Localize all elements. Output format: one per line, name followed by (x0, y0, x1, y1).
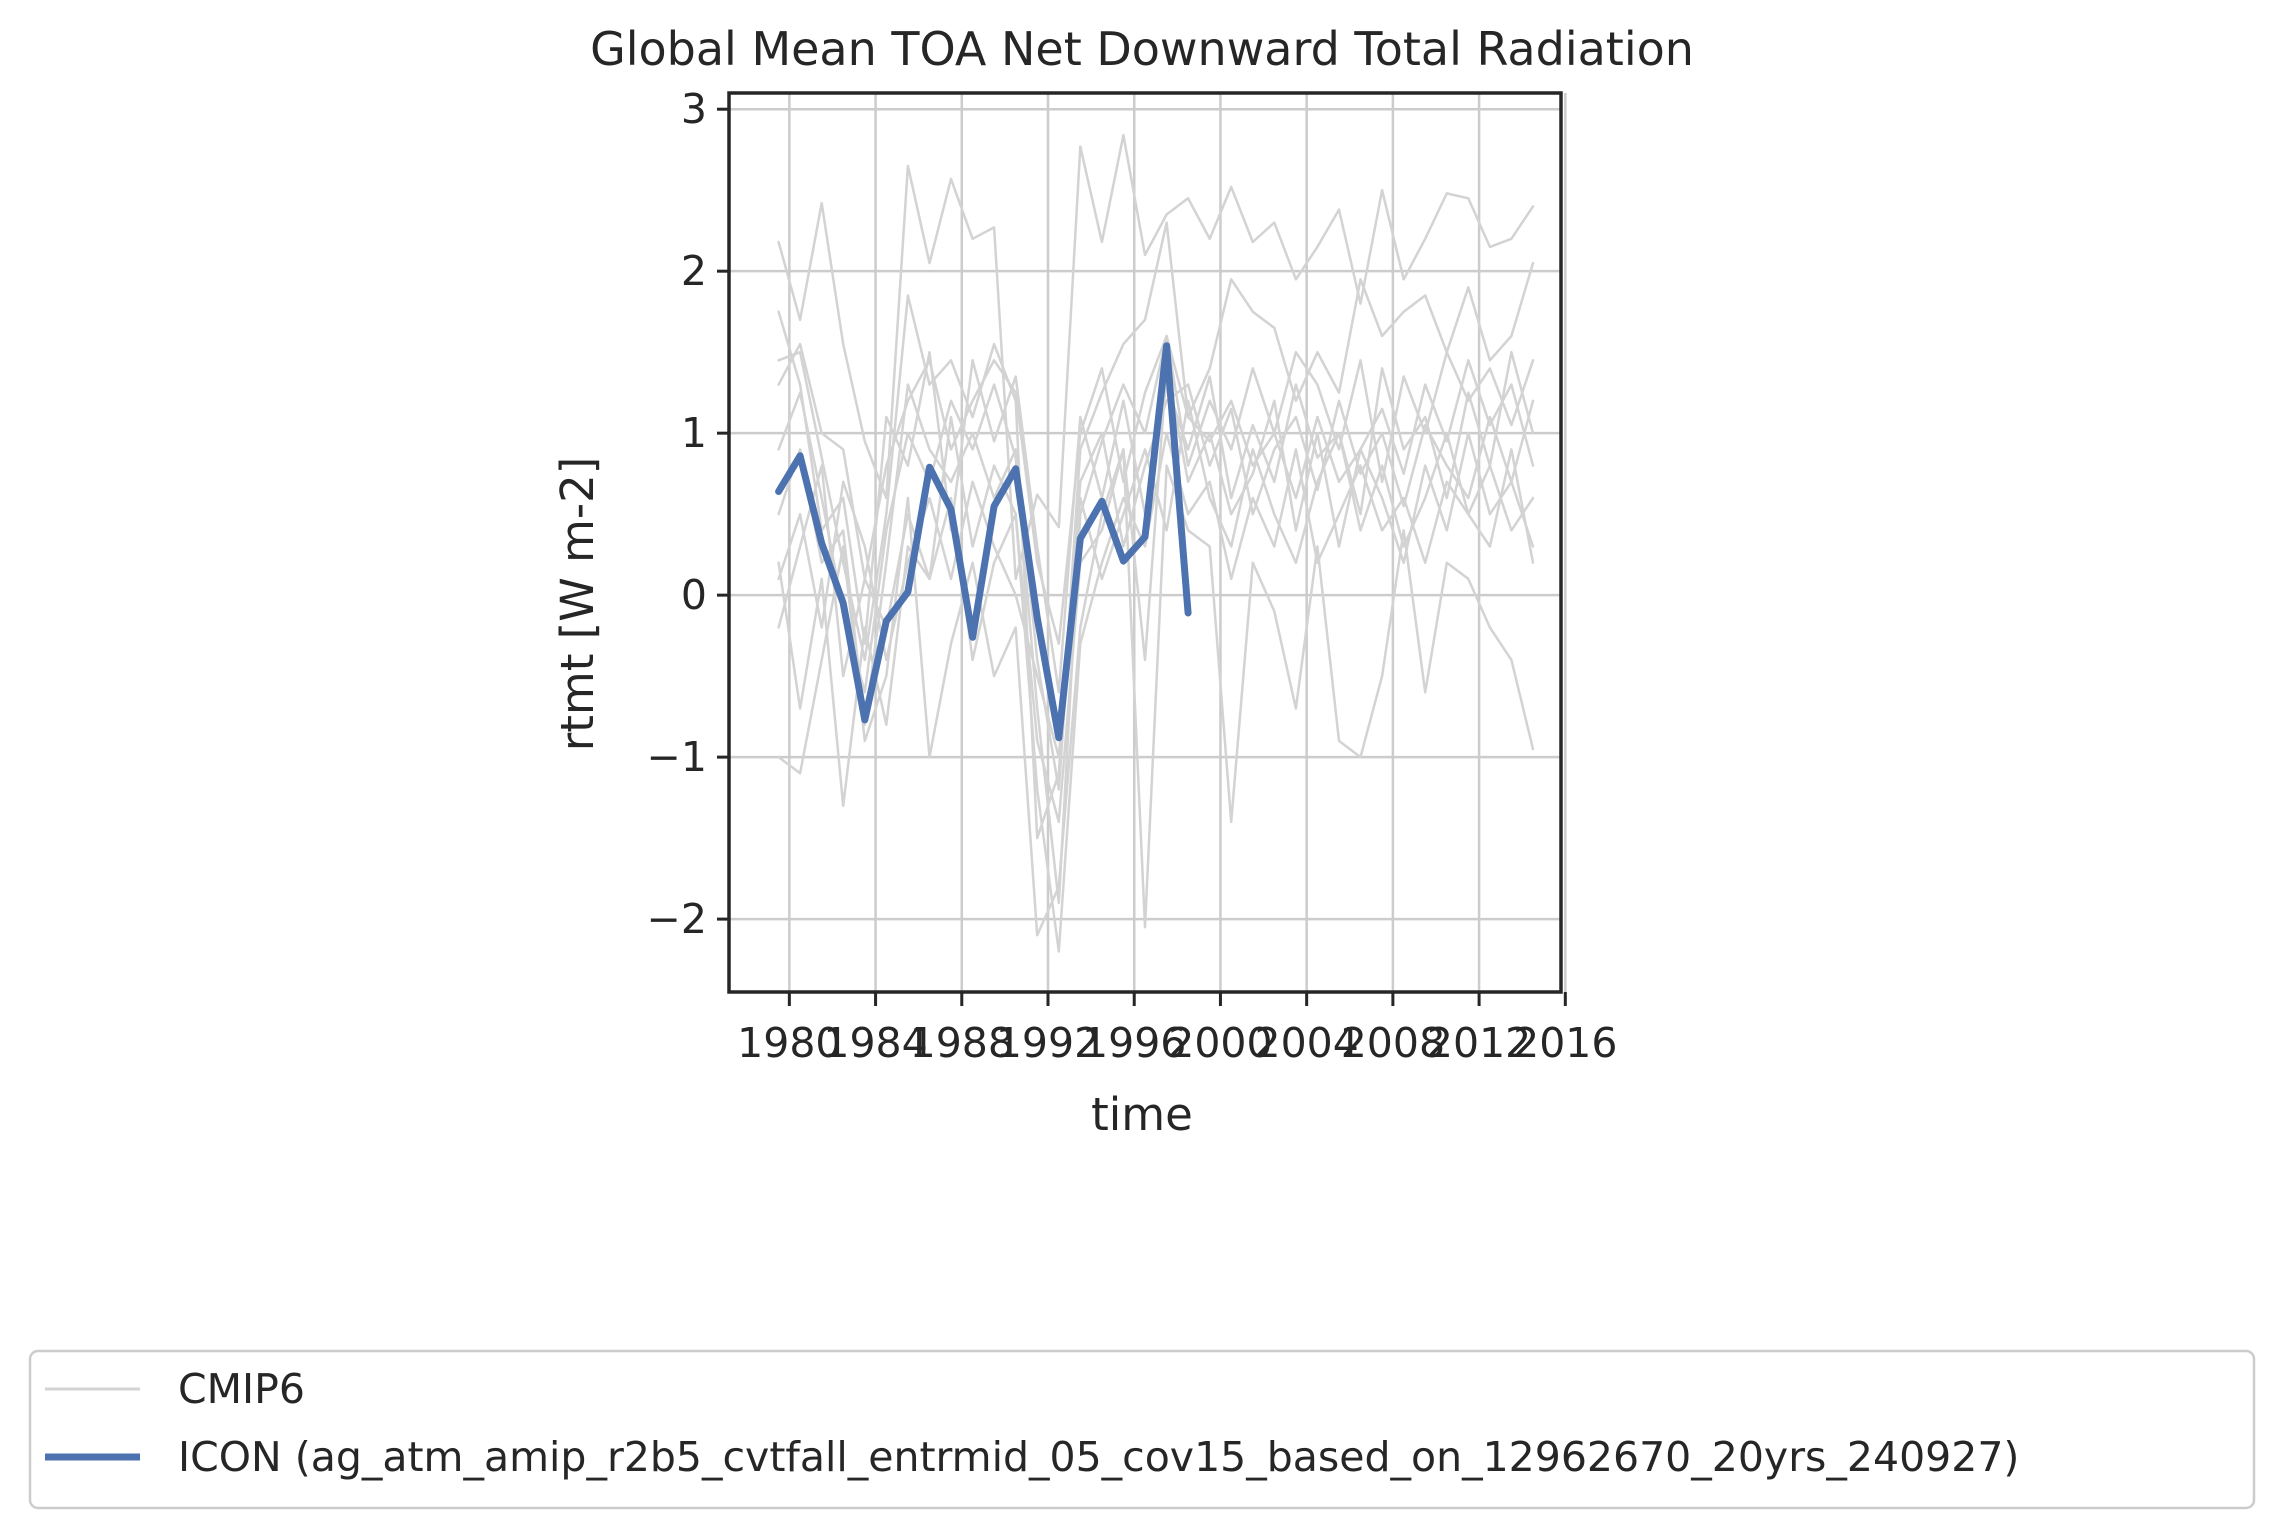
x-tick-label: 1988 (910, 1019, 1014, 1067)
y-axis: −2 −1 0 1 2 3 (647, 85, 729, 943)
y-tick-label: −1 (647, 733, 707, 781)
legend-label-cmip6: CMIP6 (178, 1365, 305, 1413)
x-axis-label: time (1091, 1088, 1193, 1141)
x-tick-label: 2012 (1427, 1019, 1531, 1067)
series-line-cmip6 (777, 133, 1535, 581)
grid-lines (729, 93, 1567, 992)
chart-title: Global Mean TOA Net Downward Total Radia… (590, 22, 1694, 76)
x-tick-label: 1996 (1082, 1019, 1186, 1067)
y-axis-label: rtmt [W m-2] (551, 457, 604, 752)
y-tick-label: 3 (681, 85, 707, 133)
x-tick-label: 2004 (1254, 1019, 1358, 1067)
x-tick-label: 1980 (737, 1019, 841, 1067)
series-line-icon (775, 342, 1192, 742)
x-tick-label: 1992 (996, 1019, 1100, 1067)
x-tick-label: 2016 (1513, 1019, 1617, 1067)
series-line-cmip6 (777, 367, 1535, 824)
plot-area: 1980198419881992199620002004200820122016… (647, 85, 1618, 1067)
series-line-cmip6 (777, 221, 1535, 840)
x-tick-label: 2000 (1168, 1019, 1272, 1067)
y-tick-label: 2 (681, 247, 707, 295)
x-tick-label: 1984 (823, 1019, 927, 1067)
legend-box (28, 1349, 2256, 1510)
y-tick-label: −2 (647, 895, 707, 943)
series-layer (775, 133, 1535, 953)
y-tick-label: 1 (681, 409, 707, 457)
legend: CMIP6 ICON (ag_atm_amip_r2b5_cvtfall_ent… (28, 1349, 2256, 1510)
axes-frame (727, 91, 1563, 994)
series-line-cmip6 (777, 334, 1535, 645)
legend-label-icon: ICON (ag_atm_amip_r2b5_cvtfall_entrmid_0… (178, 1433, 2019, 1481)
y-tick-label: 0 (681, 571, 707, 619)
series-line-cmip6 (777, 334, 1535, 905)
series-line-cmip6 (777, 399, 1535, 759)
x-tick-label: 2008 (1341, 1019, 1445, 1067)
